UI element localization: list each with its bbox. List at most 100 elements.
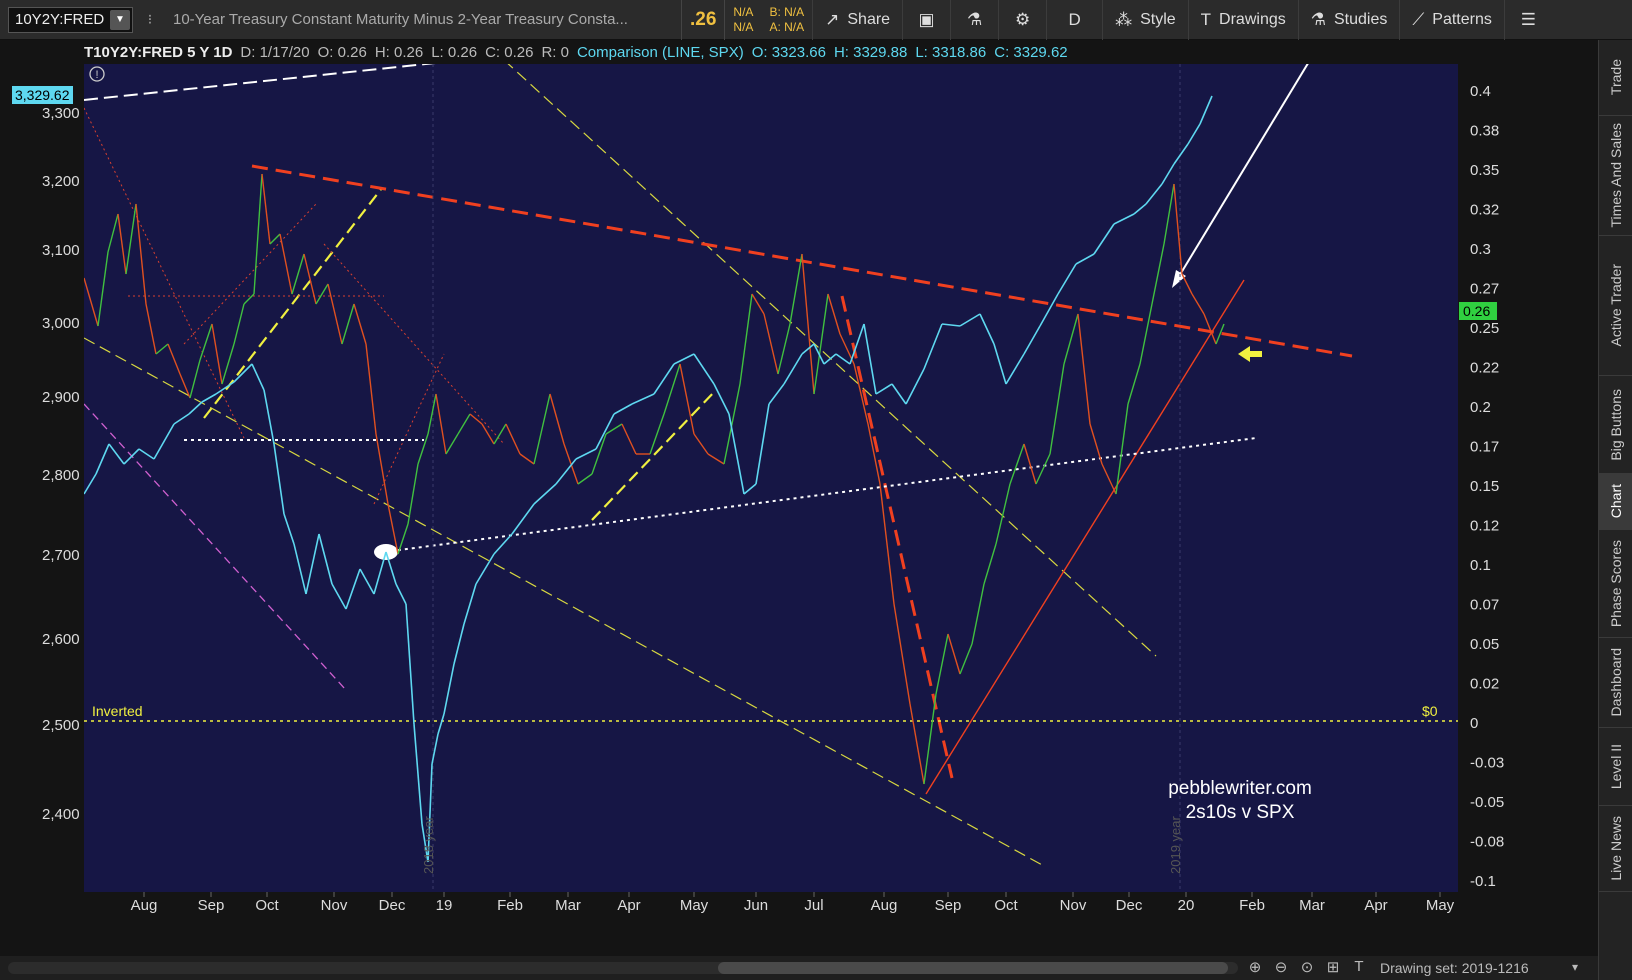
drawings-button[interactable]: T Drawings — [1187, 0, 1298, 40]
time-scrollbar[interactable] — [8, 962, 1238, 974]
menu-icon: ☰ — [1520, 9, 1536, 29]
side-tab-live-news[interactable]: Live News — [1599, 806, 1632, 892]
alert-icon[interactable] — [89, 66, 105, 82]
side-panel-tabs: Trade Times And Sales Active Trader Big But… — [1598, 40, 1632, 980]
drawing-red-drop[interactable] — [840, 295, 954, 779]
t10y2y-segment — [457, 413, 471, 435]
right-axis-tick: 0.1 — [1470, 557, 1491, 574]
settings-button[interactable]: ⚙ — [998, 0, 1046, 40]
spx-segment — [233, 363, 253, 383]
flask-icon: ⚗ — [966, 9, 983, 29]
spx-segment — [875, 383, 893, 395]
t10y2y-segment — [777, 323, 791, 375]
menu-button[interactable]: ☰ — [1503, 0, 1552, 40]
t10y2y-segment — [1127, 363, 1141, 405]
spx-segment — [283, 513, 295, 545]
spx-segment — [813, 343, 825, 365]
drawing-yellow-rally-1[interactable] — [203, 187, 383, 419]
zoom-box-icon[interactable]: ⊞ — [1326, 959, 1340, 976]
info-symbol[interactable]: T10Y2Y:FRED 5 Y 1D — [84, 43, 233, 61]
right-axis-tick: 0.12 — [1470, 518, 1499, 535]
t10y2y-segment — [1049, 363, 1065, 455]
watermark-site: pebblewriter.com — [1168, 778, 1312, 799]
spx-segment — [673, 353, 695, 365]
spx-segment — [941, 323, 961, 327]
price-chart[interactable]: ! 0.40.380.350.320.30.270.250.220.20.170… — [84, 64, 1524, 928]
drawing-red-dotted-3[interactable] — [183, 203, 317, 345]
annotation-yellow-arrow-icon[interactable] — [1238, 346, 1262, 362]
annotation-white-arrow[interactable] — [1177, 64, 1310, 279]
link-icon[interactable]: ⁝ — [147, 11, 153, 27]
spx-segment — [993, 343, 1007, 385]
spx-segment — [1039, 293, 1059, 327]
studies-button[interactable]: ⚗ Studies — [1297, 0, 1400, 40]
spx-segment — [201, 393, 217, 403]
info-date: D: 1/17/20 — [240, 43, 310, 61]
t10y2y-segment — [125, 203, 137, 275]
spx-segment — [743, 483, 757, 495]
t10y2y-segment — [789, 253, 803, 325]
x-axis-tick: Nov — [1060, 897, 1087, 914]
share-button[interactable]: ↗ Share — [812, 0, 902, 40]
chevron-down-icon[interactable]: ▾ — [1572, 960, 1579, 974]
t10y2y-segment — [427, 393, 437, 435]
left-last-price-badge: 3,329.62 — [12, 86, 73, 104]
zoom-fit-icon[interactable]: ⊙ — [1300, 959, 1314, 976]
drawing-red-support[interactable] — [925, 279, 1245, 795]
top-toolbar: 10Y2Y:FRED ▼ ⁝ 10-Year Treasury Constant… — [0, 0, 1632, 40]
drawing-white-trendline[interactable] — [84, 64, 464, 101]
spx-segment — [533, 483, 557, 505]
zero-label: $0 — [1422, 703, 1438, 719]
side-tab-trade[interactable]: Trade — [1599, 40, 1632, 116]
x-axis-tick: May — [1426, 897, 1455, 914]
t10y2y-segment — [1203, 313, 1217, 345]
right-axis-tick: 0.4 — [1470, 83, 1491, 100]
drawing-set-label[interactable]: Drawing set: 2019-1216 — [1380, 960, 1529, 976]
spx-segment — [305, 533, 320, 595]
side-tab-big-buttons[interactable]: Big Buttons — [1599, 376, 1632, 474]
last-price: .26 — [681, 0, 726, 40]
spx-segment — [1005, 353, 1025, 385]
style-button[interactable]: ⁂ Style — [1102, 0, 1188, 40]
spx-segment — [475, 553, 495, 585]
side-tab-active-trader[interactable]: Active Trader — [1599, 236, 1632, 376]
t10y2y-segment — [909, 703, 925, 785]
zoom-in-icon[interactable]: ⊕ — [1248, 959, 1262, 976]
zoom-out-icon[interactable]: ⊖ — [1274, 959, 1288, 976]
flask-button[interactable]: ⚗ — [950, 0, 998, 40]
period-label: D — [1068, 9, 1081, 29]
drawing-red-dotted-1[interactable] — [84, 107, 245, 439]
spx-segment — [359, 568, 375, 595]
spx-segment — [783, 353, 803, 385]
symbol-selector[interactable]: 10Y2Y:FRED ▼ — [8, 6, 133, 33]
x-axis-tick: Jul — [804, 897, 823, 914]
side-tab-times-and-sales[interactable]: Times And Sales — [1599, 116, 1632, 236]
text-icon[interactable]: T — [1354, 958, 1364, 975]
patterns-button[interactable]: ⟋ Patterns — [1399, 0, 1504, 40]
drawing-yellow-rally-2[interactable] — [591, 389, 717, 521]
spx-segment — [263, 389, 275, 445]
spx-segment — [463, 583, 477, 625]
spx-segment — [1075, 253, 1095, 265]
side-tab-label: Phase Scores — [1608, 539, 1624, 628]
side-tab-dashboard[interactable]: Dashboard — [1599, 638, 1632, 728]
series-spx[interactable] — [84, 95, 1213, 863]
drawing-yellow-channel-lower[interactable] — [84, 337, 1045, 867]
t10y2y-segment — [353, 303, 367, 345]
right-axis-tick: -0.03 — [1470, 755, 1504, 772]
side-tab-label: Trade — [1608, 59, 1624, 96]
side-tab-chart[interactable]: Chart — [1599, 474, 1632, 530]
info-comparison[interactable]: Comparison (LINE, SPX) — [576, 43, 744, 61]
layout-button[interactable]: ▣ — [902, 0, 950, 40]
side-tab-level-ii[interactable]: Level II — [1599, 728, 1632, 806]
series-t10y2y[interactable] — [84, 173, 1225, 785]
x-axis-tick: Sep — [935, 897, 962, 914]
info-cmp-open: O: 3323.66 — [751, 43, 826, 61]
period-button[interactable]: D — [1046, 0, 1102, 40]
scrollbar-thumb[interactable] — [718, 962, 1228, 974]
chevron-down-icon[interactable]: ▼ — [110, 9, 130, 30]
t10y2y-segment — [959, 643, 973, 675]
info-high: H: 0.26 — [374, 43, 424, 61]
side-tab-phase-scores[interactable]: Phase Scores — [1599, 530, 1632, 638]
t10y2y-segment — [591, 433, 607, 475]
